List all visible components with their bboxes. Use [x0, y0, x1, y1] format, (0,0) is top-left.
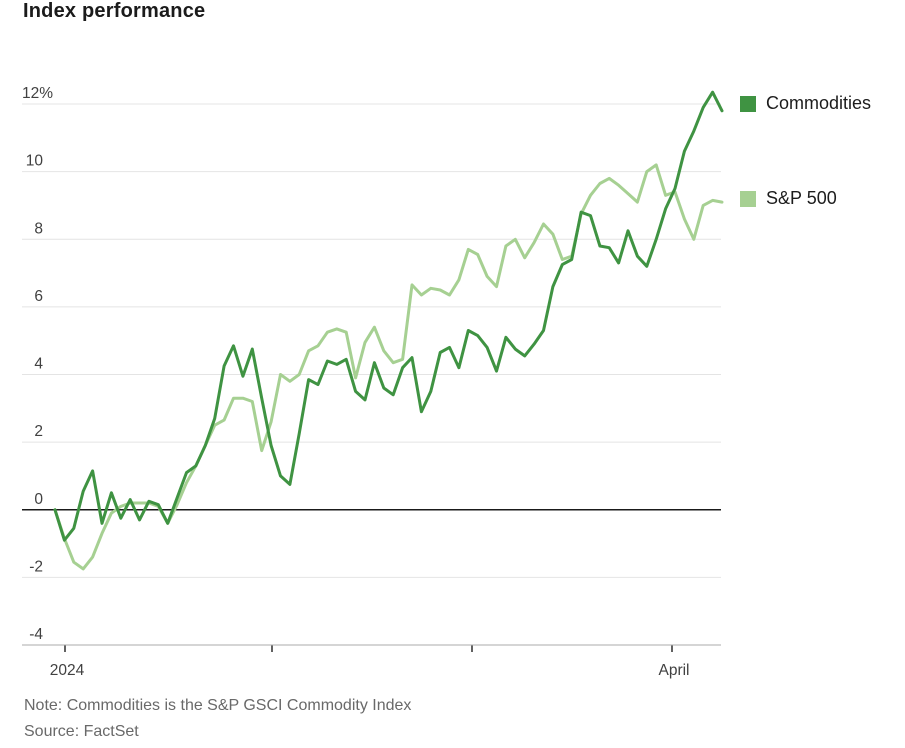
legend-label: Commodities [766, 93, 872, 113]
x-axis-tick-label: April [658, 662, 689, 679]
chart-note: Note: Commodities is the S&P GSCI Commod… [24, 697, 412, 714]
y-axis-tick-label: -4 [29, 626, 43, 643]
series-line-commodities [53, 90, 724, 542]
y-axis-tick-label: 4 [34, 356, 43, 373]
commodities-swatch-icon [740, 95, 756, 112]
chart-source: Source: FactSet [24, 723, 139, 740]
y-axis-tick-label: 6 [34, 288, 43, 305]
legend-label: S&P 500 [766, 188, 837, 208]
y-axis-tick-label: -2 [29, 558, 43, 575]
sp500-swatch-icon [740, 190, 756, 207]
y-axis-tick-label: 2 [34, 423, 43, 440]
y-axis-tick-label: 8 [34, 220, 43, 237]
series-line-s-p-500 [53, 163, 724, 571]
x-axis-tick-label: 2024 [50, 662, 85, 679]
y-axis-tick-label: 10 [26, 153, 44, 170]
legend-item-sp500: S&P 500 [740, 188, 837, 209]
y-axis-tick-label: 12% [22, 85, 53, 102]
page-title: Index performance [23, 0, 206, 22]
y-axis-tick-label: 0 [34, 491, 43, 508]
legend-item-commodities: Commodities [740, 93, 871, 114]
